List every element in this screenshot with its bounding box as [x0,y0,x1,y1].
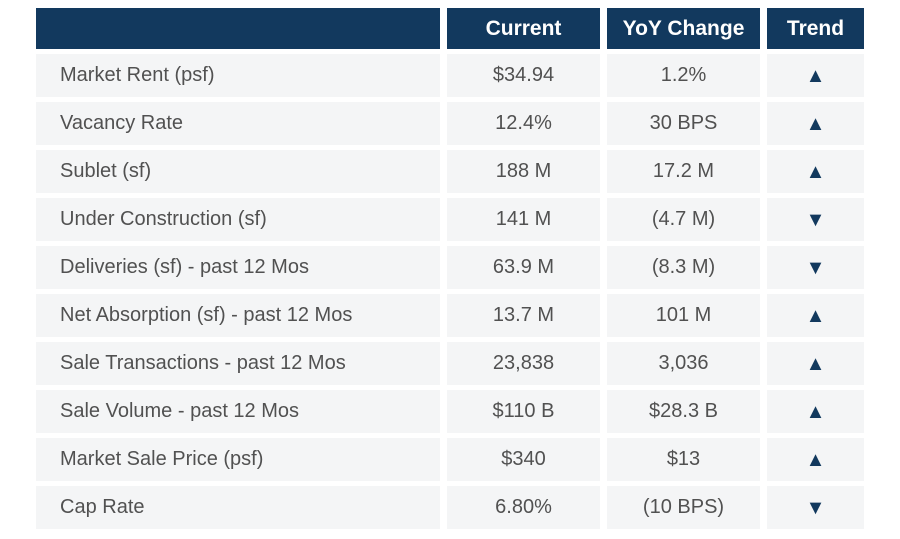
row-label: Under Construction (sf) [36,198,440,241]
row-label: Market Rent (psf) [36,54,440,97]
yoy-change-value: (4.7 M) [607,198,760,241]
current-value: $110 B [447,390,600,433]
row-label: Net Absorption (sf) - past 12 Mos [36,294,440,337]
row-label: Cap Rate [36,486,440,529]
trend-cell: ▲ [767,102,864,145]
current-value: 188 M [447,150,600,193]
yoy-change-value: $28.3 B [607,390,760,433]
trend-up-icon: ▲ [805,112,826,135]
trend-up-icon: ▲ [805,448,826,471]
trend-up-icon: ▲ [805,400,826,423]
yoy-change-value: (10 BPS) [607,486,760,529]
row-label: Sale Volume - past 12 Mos [36,390,440,433]
trend-down-icon: ▼ [805,256,826,279]
trend-down-icon: ▼ [805,208,826,231]
current-value: 23,838 [447,342,600,385]
column-header-current: Current [447,8,600,49]
column-header-trend: Trend [767,8,864,49]
trend-down-icon: ▼ [805,496,826,519]
column-header-yoy-change: YoY Change [607,8,760,49]
trend-up-icon: ▲ [805,304,826,327]
yoy-change-value: 17.2 M [607,150,760,193]
trend-up-icon: ▲ [805,64,826,87]
trend-cell: ▲ [767,438,864,481]
trend-up-icon: ▲ [805,160,826,183]
trend-cell: ▲ [767,150,864,193]
current-value: 13.7 M [447,294,600,337]
trend-cell: ▲ [767,390,864,433]
current-value: 63.9 M [447,246,600,289]
yoy-change-value: 30 BPS [607,102,760,145]
trend-cell: ▲ [767,54,864,97]
current-value: $340 [447,438,600,481]
trend-cell: ▼ [767,486,864,529]
row-label: Deliveries (sf) - past 12 Mos [36,246,440,289]
market-stats-table: Current YoY Change Trend Market Rent (ps… [36,8,864,529]
current-value: 6.80% [447,486,600,529]
current-value: $34.94 [447,54,600,97]
current-value: 141 M [447,198,600,241]
row-label: Market Sale Price (psf) [36,438,440,481]
row-label: Sublet (sf) [36,150,440,193]
column-header-metric [36,8,440,49]
current-value: 12.4% [447,102,600,145]
yoy-change-value: 1.2% [607,54,760,97]
yoy-change-value: (8.3 M) [607,246,760,289]
trend-up-icon: ▲ [805,352,826,375]
yoy-change-value: $13 [607,438,760,481]
trend-cell: ▼ [767,198,864,241]
trend-cell: ▲ [767,294,864,337]
row-label: Sale Transactions - past 12 Mos [36,342,440,385]
yoy-change-value: 101 M [607,294,760,337]
row-label: Vacancy Rate [36,102,440,145]
yoy-change-value: 3,036 [607,342,760,385]
trend-cell: ▲ [767,342,864,385]
trend-cell: ▼ [767,246,864,289]
